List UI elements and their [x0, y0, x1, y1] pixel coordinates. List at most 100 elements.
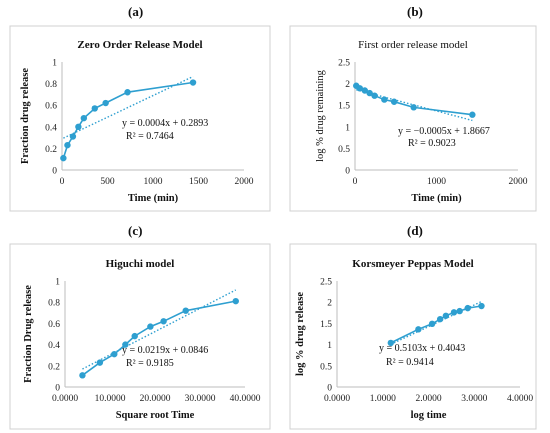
data-point: [464, 304, 471, 312]
x-axis-title: Time (min): [411, 193, 462, 204]
data-point: [80, 114, 88, 122]
data-point: [102, 99, 109, 107]
x-tick-label: 0.0000: [324, 394, 350, 404]
y-tick-label: 0.5: [338, 145, 350, 155]
x-tick-label: 2000: [235, 177, 254, 187]
x-tick-label: 2000: [509, 177, 528, 187]
r-squared-label: R² = 0.9185: [126, 358, 174, 369]
data-point: [122, 341, 129, 348]
y-tick-label: 0.5: [320, 362, 332, 372]
panel-label-b: (b): [407, 4, 423, 19]
data-point: [60, 154, 67, 162]
data-point: [371, 92, 378, 99]
x-tick-label: 0.0000: [52, 394, 78, 404]
chart-panel-1: First order release model 0 0.5 1 1.5 2 2.5 0 10…: [289, 25, 537, 212]
r-squared-label: R² = 0.9414: [386, 357, 434, 368]
y-axis-title: Fraction Drug release: [23, 285, 34, 383]
data-point: [75, 123, 82, 130]
data-point: [390, 98, 398, 105]
x-tick-label: 1500: [189, 177, 208, 187]
x-axis-title: Square root Time: [116, 410, 195, 421]
data-point: [428, 320, 436, 328]
trendline-equation: y = 0.0004x + 0.2893: [122, 118, 208, 129]
panel-label-d: (d): [407, 223, 423, 238]
trendline: [63, 75, 194, 139]
data-point: [147, 323, 154, 330]
y-tick-label: 1.5: [320, 320, 332, 330]
r-squared-label: R² = 0.9023: [408, 138, 456, 149]
x-tick-label: 3.0000: [461, 394, 487, 404]
data-point: [124, 89, 131, 96]
y-tick-label: 2.5: [338, 59, 350, 69]
data-point: [111, 350, 118, 358]
y-tick-label: 0.6: [45, 102, 57, 112]
chart-panel-0: Zero Order Release Model 0 0.2 0.4 0.6 0.8 1 0 5…: [9, 25, 271, 212]
data-point: [456, 307, 463, 315]
y-tick-label: 0: [345, 167, 350, 177]
trendline: [82, 289, 237, 370]
data-point: [366, 89, 373, 97]
chart-title: Korsmeyer Peppas Model: [352, 258, 473, 270]
trendline-equation: y = 0.0219x + 0.0846: [122, 345, 208, 356]
data-point: [469, 111, 476, 118]
y-tick-label: 1.5: [338, 102, 350, 112]
panel-label-c: (c): [128, 223, 143, 238]
y-tick-label: 0: [52, 167, 57, 177]
chart-frame: [289, 243, 537, 430]
data-point: [381, 96, 388, 103]
chart-title: Zero Order Release Model: [77, 39, 202, 51]
trendline-equation: y = 0.5103x + 0.4043: [379, 343, 465, 354]
y-tick-label: 0: [327, 384, 332, 394]
y-tick-label: 1: [327, 341, 332, 351]
y-tick-label: 1: [52, 59, 57, 69]
y-tick-label: 0.4: [45, 123, 57, 133]
chart-frame: [9, 243, 271, 430]
x-tick-label: 1000: [144, 177, 163, 187]
trendline-equation: y = −0.0005x + 1.8667: [398, 126, 490, 137]
y-tick-label: 1: [345, 123, 350, 133]
x-axis-title: Time (min): [128, 193, 179, 204]
y-axis-title: Fraction drug release: [20, 68, 31, 164]
r-squared-label: R² = 0.7464: [126, 131, 174, 142]
data-point: [410, 104, 417, 111]
x-tick-label: 20.0000: [140, 394, 171, 404]
chart-frame: [289, 25, 537, 212]
y-tick-label: 0.6: [48, 320, 60, 330]
data-point: [64, 141, 71, 149]
data-point: [189, 79, 197, 86]
y-tick-label: 0.4: [48, 341, 60, 351]
y-tick-label: 2.5: [320, 278, 332, 288]
y-tick-label: 0.8: [45, 80, 57, 90]
data-point: [415, 326, 422, 333]
data-point: [232, 297, 239, 305]
data-point: [182, 307, 189, 314]
data-point: [361, 87, 368, 94]
x-tick-label: 500: [100, 177, 115, 187]
y-tick-label: 0.2: [45, 145, 57, 155]
y-tick-label: 0.8: [48, 299, 60, 309]
data-point: [131, 332, 138, 340]
x-tick-label: 10.0000: [95, 394, 126, 404]
data-point: [387, 339, 395, 347]
y-axis-title: log % drug release: [295, 292, 306, 376]
panel-label-a: (a): [128, 4, 144, 19]
y-tick-label: 1: [55, 278, 60, 288]
x-tick-label: 0: [353, 177, 358, 187]
data-point: [69, 133, 77, 140]
x-tick-label: 4.0000: [507, 394, 533, 404]
y-tick-label: 2: [345, 80, 350, 90]
x-tick-label: 2.0000: [415, 394, 441, 404]
data-point: [91, 105, 98, 112]
x-tick-label: 40.0000: [230, 394, 261, 404]
chart-title: First order release model: [358, 39, 468, 51]
y-axis-title: log % drug remaining: [315, 69, 326, 162]
data-point: [356, 85, 364, 92]
x-tick-label: 30.0000: [185, 394, 216, 404]
data-point: [79, 372, 86, 379]
y-tick-label: 0.2: [48, 362, 60, 372]
data-point: [436, 315, 444, 323]
x-tick-label: 0: [60, 177, 65, 187]
x-tick-label: 1000: [427, 177, 446, 187]
data-point: [478, 302, 485, 310]
